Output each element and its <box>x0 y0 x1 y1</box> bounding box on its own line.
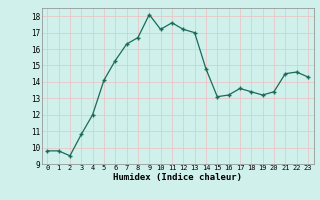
X-axis label: Humidex (Indice chaleur): Humidex (Indice chaleur) <box>113 173 242 182</box>
